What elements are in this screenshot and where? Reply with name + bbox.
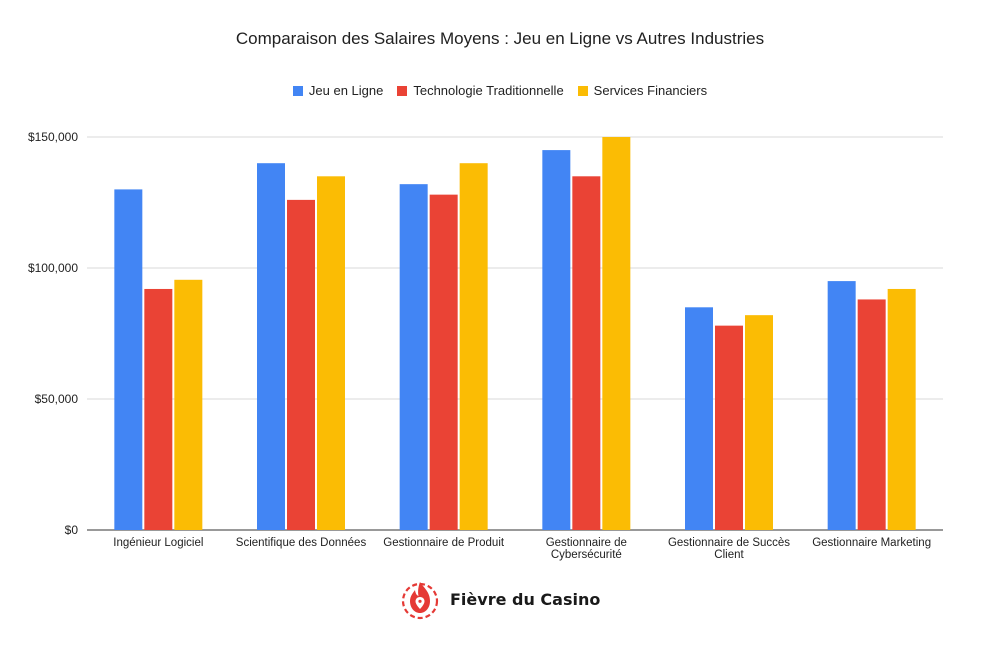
bar: [459, 163, 488, 530]
bar: [114, 189, 143, 530]
bar: [572, 176, 601, 531]
flame-location-pin-icon: [401, 582, 439, 620]
y-tick-label: $50,000: [35, 392, 79, 406]
bar: [287, 199, 315, 530]
bar: [174, 279, 203, 530]
chart-title: Comparaison des Salaires Moyens : Jeu en…: [235, 29, 765, 48]
bar: [542, 150, 571, 530]
x-category-label: Gestionnaire de Produit: [383, 537, 505, 549]
legend-label: Technologie Traditionnelle: [413, 83, 564, 98]
y-tick-label: $0: [65, 523, 79, 537]
bar: [429, 194, 458, 530]
x-category-label: Ingénieur Logiciel: [113, 537, 203, 549]
bar: [715, 325, 743, 530]
brand-logo: Fièvre du Casino: [400, 578, 600, 620]
x-category-label: Gestionnaire Marketing: [812, 537, 931, 549]
legend-label: Services Financiers: [593, 83, 708, 98]
legend: Jeu en Ligne Technologie Traditionnelle Se…: [0, 83, 1000, 98]
legend-item: Jeu en Ligne: [292, 83, 384, 98]
y-tick-label: $100,000: [28, 261, 78, 275]
legend-swatch: [292, 85, 303, 96]
bar: [317, 176, 345, 531]
legend-swatch: [577, 85, 588, 96]
legend-label: Jeu en Ligne: [308, 83, 384, 98]
bar: [399, 184, 428, 530]
x-category-label: Client: [714, 549, 744, 561]
bar: [857, 299, 886, 530]
x-category-label: Gestionnaire de: [546, 537, 627, 549]
x-category-label: Cybersécurité: [551, 549, 622, 561]
bar: [745, 315, 773, 530]
bar: [602, 137, 631, 530]
bar: [685, 307, 713, 530]
y-tick-label: $150,000: [28, 130, 78, 144]
bar: [257, 163, 285, 530]
legend-swatch: [397, 85, 408, 96]
x-category-label: Scientifique des Données: [236, 537, 367, 549]
legend-item: Services Financiers: [577, 83, 708, 98]
legend-item: Technologie Traditionnelle: [397, 83, 564, 98]
bar: [827, 281, 856, 530]
bar: [887, 288, 916, 530]
bar: [144, 288, 173, 530]
x-category-label: Gestionnaire de Succès: [668, 537, 790, 549]
brand-name: Fièvre du Casino: [450, 589, 601, 609]
